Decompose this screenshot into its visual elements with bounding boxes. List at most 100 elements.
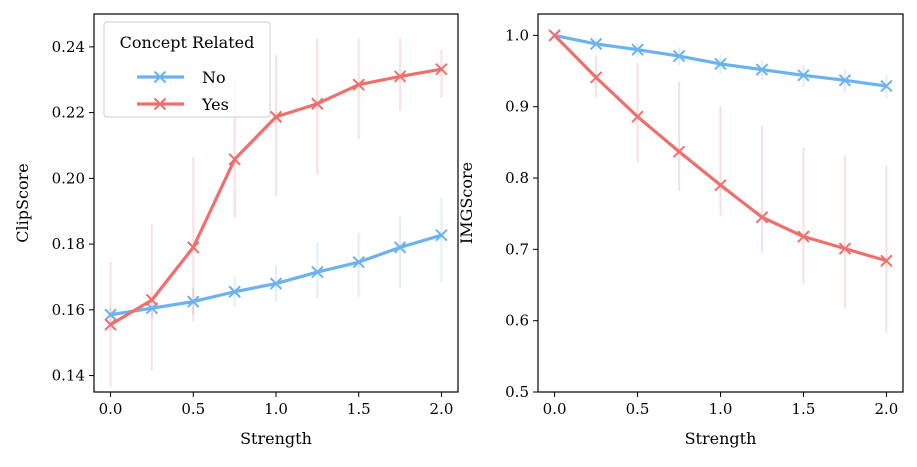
marker-stroke — [589, 37, 603, 51]
marker-stroke — [838, 74, 852, 87]
y-tick-label: 0.6 — [505, 312, 529, 330]
data-point-yes-2 — [631, 110, 644, 123]
x-tick-label: 1.5 — [792, 400, 816, 418]
data-point-yes-6 — [352, 78, 365, 91]
data-point-no-5 — [311, 265, 324, 279]
data-point-yes-5 — [311, 97, 324, 110]
marker-stroke — [672, 145, 686, 158]
marker-stroke — [352, 255, 365, 269]
data-point-no-3 — [228, 285, 241, 298]
marker-stroke — [797, 69, 810, 82]
x-tick-label: 0.0 — [99, 400, 123, 418]
data-point-yes-7 — [838, 242, 852, 255]
marker-stroke — [269, 110, 283, 124]
data-point-yes-3 — [228, 153, 241, 166]
imgscore-panel: 0.0 0.5 1.0 1.5 2.0 0.5 0.6 0.7 0.8 0.9 1.0 Strengt… — [457, 13, 904, 448]
x-tick-label: 0.0 — [543, 400, 567, 418]
data-point-yes-8 — [435, 63, 448, 76]
data-point-no-0 — [104, 308, 117, 321]
legend-entry-no: No — [137, 68, 226, 87]
marker-stroke — [187, 295, 200, 308]
marker-stroke — [672, 49, 686, 63]
marker-stroke — [269, 277, 283, 290]
marker-stroke — [104, 318, 117, 331]
data-point-yes-0 — [548, 29, 561, 42]
x-tick-label: 0.5 — [626, 400, 650, 418]
marker-stroke — [311, 265, 324, 279]
y-axis-label: ClipScore — [13, 163, 32, 242]
legend-marker-stroke — [153, 97, 167, 111]
data-point-no-8 — [880, 79, 893, 93]
y-tick-label: 0.20 — [52, 169, 85, 187]
x-tick-label: 2.0 — [430, 400, 454, 418]
marker-stroke — [228, 285, 241, 298]
marker-stroke — [352, 78, 365, 91]
x-axis-label: Strength — [240, 429, 312, 448]
marker-stroke — [755, 63, 769, 76]
marker-stroke — [228, 153, 241, 166]
y-tick-label: 0.7 — [505, 240, 529, 258]
legend-marker-stroke — [153, 70, 167, 84]
marker-stroke — [435, 63, 448, 76]
x-tick-label: 0.5 — [181, 400, 205, 418]
marker-stroke — [631, 43, 644, 56]
marker-stroke — [714, 57, 727, 71]
x-tick-label: 1.0 — [264, 400, 288, 418]
legend-label-no: No — [202, 68, 226, 87]
data-point-no-1 — [589, 37, 603, 51]
y-tick-label: 0.9 — [505, 98, 529, 116]
marker-stroke — [145, 293, 159, 307]
marker-stroke — [880, 79, 893, 93]
marker-stroke — [104, 308, 117, 321]
data-point-yes-4 — [714, 178, 727, 192]
data-point-no-2 — [187, 295, 200, 308]
y-tick-label: 1.0 — [505, 26, 529, 44]
data-point-no-3 — [672, 49, 686, 63]
legend-entry-yes: Yes — [137, 95, 229, 114]
x-tick-label: 2.0 — [874, 400, 898, 418]
marker-stroke — [714, 178, 727, 192]
data-point-no-2 — [631, 43, 644, 56]
data-point-yes-0 — [104, 318, 117, 331]
legend-title: Concept Related — [120, 33, 255, 52]
marker-stroke — [589, 71, 603, 84]
x-axis-label: Strength — [685, 429, 757, 448]
y-tick-label: 0.8 — [505, 169, 529, 187]
data-point-yes-4 — [269, 110, 283, 124]
marker-stroke — [311, 97, 324, 110]
marker-stroke — [393, 241, 407, 254]
data-point-yes-7 — [393, 70, 407, 83]
marker-stroke — [393, 70, 407, 83]
data-point-yes-6 — [797, 230, 810, 243]
legend-label-yes: Yes — [201, 95, 229, 114]
marker-stroke — [797, 230, 810, 243]
data-point-yes-8 — [880, 254, 893, 267]
data-point-no-5 — [755, 63, 769, 76]
data-point-yes-5 — [755, 211, 769, 224]
legend-frame — [103, 21, 271, 118]
y-tick-label: 0.16 — [52, 301, 85, 319]
data-point-no-7 — [838, 74, 852, 87]
data-point-no-4 — [269, 277, 283, 290]
x-tick-label: 1.5 — [347, 400, 371, 418]
y-tick-label: 0.22 — [52, 104, 85, 122]
y-tick-label: 0.24 — [52, 38, 85, 56]
data-point-no-4 — [714, 57, 727, 71]
marker-stroke — [548, 29, 561, 42]
x-tick-label: 1.0 — [709, 400, 733, 418]
marker-stroke — [755, 211, 769, 224]
data-point-no-8 — [435, 229, 448, 242]
data-point-no-7 — [393, 241, 407, 254]
data-point-yes-1 — [145, 293, 159, 307]
legend: Concept Related No Yes — [103, 21, 271, 118]
data-point-no-6 — [797, 69, 810, 82]
marker-stroke — [187, 241, 200, 254]
clipscore-panel: 0.0 0.5 1.0 1.5 2.0 0.14 0.16 0.18 0.20 0.22 0.24 S… — [13, 13, 459, 448]
data-point-no-6 — [352, 255, 365, 269]
marker-stroke — [838, 242, 852, 255]
data-point-yes-3 — [672, 145, 686, 158]
data-point-yes-1 — [589, 71, 603, 84]
y-tick-label: 0.18 — [52, 235, 85, 253]
data-point-yes-2 — [187, 241, 200, 254]
